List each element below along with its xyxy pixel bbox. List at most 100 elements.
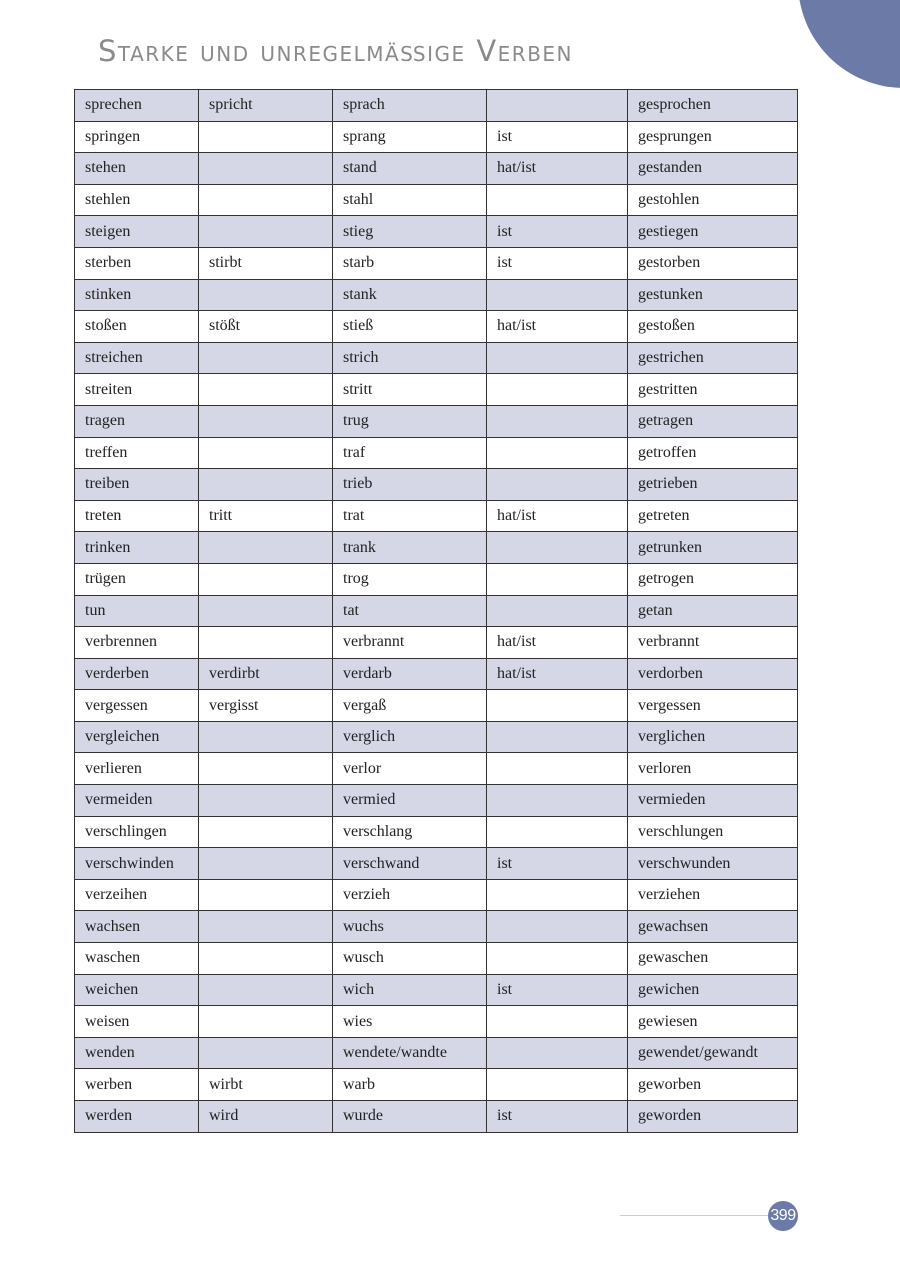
footer-rule <box>620 1215 775 1216</box>
table-row: treffen traf getroffen <box>74 436 798 470</box>
cell-preterite: verlor <box>332 752 487 786</box>
table-row: vergleichen verglich verglichen <box>74 720 798 754</box>
cell-present-3sg <box>198 1005 333 1038</box>
cell-present-3sg <box>198 152 333 185</box>
cell-preterite: starb <box>332 246 487 280</box>
cell-preterite: verdarb <box>332 657 487 691</box>
table-row: verzeihen verzieh verziehen <box>74 878 798 912</box>
verb-table: sprechen spricht sprach gesprochen springen s… <box>74 89 798 1133</box>
cell-auxiliary <box>486 341 628 375</box>
table-row: trinken trank getrunken <box>74 531 798 564</box>
cell-participle: gewaschen <box>627 942 798 975</box>
cell-present-3sg <box>198 531 333 564</box>
cell-participle: verziehen <box>627 878 798 912</box>
cell-auxiliary <box>486 1036 628 1070</box>
cell-present-3sg <box>198 626 333 659</box>
cell-present-3sg <box>198 910 333 944</box>
cell-infinitive: treffen <box>74 436 199 470</box>
cell-auxiliary <box>486 373 628 406</box>
cell-participle: gestunken <box>627 278 798 312</box>
cell-infinitive: treten <box>74 499 199 533</box>
cell-auxiliary <box>486 183 628 217</box>
cell-infinitive: trinken <box>74 531 199 564</box>
table-row: steigen stieg ist gestiegen <box>74 215 798 248</box>
cell-participle: geworden <box>627 1100 798 1133</box>
cell-participle: gestohlen <box>627 183 798 217</box>
cell-participle: verglichen <box>627 720 798 754</box>
cell-participle: getan <box>627 594 798 628</box>
table-row: weisen wies gewiesen <box>74 1005 798 1038</box>
table-row: werden wird wurde ist geworden <box>74 1100 798 1133</box>
cell-infinitive: werben <box>74 1068 199 1101</box>
cell-participle: getrogen <box>627 562 798 596</box>
table-row: vermeiden vermied vermieden <box>74 784 798 817</box>
cell-auxiliary <box>486 562 628 596</box>
cell-preterite: wurde <box>332 1100 487 1133</box>
cell-preterite: stahl <box>332 183 487 217</box>
cell-participle: vermieden <box>627 784 798 817</box>
cell-infinitive: verschwinden <box>74 847 199 880</box>
table-row: sprechen spricht sprach gesprochen <box>74 89 798 122</box>
cell-preterite: verbrannt <box>332 626 487 659</box>
cell-participle: getragen <box>627 404 798 438</box>
cell-preterite: tat <box>332 594 487 628</box>
table-row: wenden wendete/wandte gewendet/gewandt <box>74 1036 798 1070</box>
cell-infinitive: wachsen <box>74 910 199 944</box>
cell-participle: gestritten <box>627 373 798 406</box>
table-row: streichen strich gestrichen <box>74 341 798 375</box>
cell-infinitive: vergessen <box>74 689 199 722</box>
cell-preterite: trug <box>332 404 487 438</box>
table-row: tun tat getan <box>74 594 798 628</box>
cell-auxiliary <box>486 89 628 122</box>
cell-participle: verschlungen <box>627 815 798 849</box>
cell-auxiliary: ist <box>486 973 628 1007</box>
cell-auxiliary <box>486 720 628 754</box>
table-row: verschwinden verschwand ist verschwunden <box>74 847 798 880</box>
cell-present-3sg: vergisst <box>198 689 333 722</box>
cell-present-3sg <box>198 436 333 470</box>
page-title: Starke und unregelmäßige Verben <box>98 34 574 68</box>
cell-auxiliary <box>486 1068 628 1101</box>
cell-infinitive: verschlingen <box>74 815 199 849</box>
cell-preterite: sprang <box>332 120 487 154</box>
cell-present-3sg: tritt <box>198 499 333 533</box>
cell-preterite: wusch <box>332 942 487 975</box>
table-row: stehen stand hat/ist gestanden <box>74 152 798 185</box>
table-row: stoßen stößt stieß hat/ist gestoßen <box>74 310 798 343</box>
cell-present-3sg <box>198 278 333 312</box>
table-row: treten tritt trat hat/ist getreten <box>74 499 798 533</box>
cell-participle: gewiesen <box>627 1005 798 1038</box>
cell-participle: getreten <box>627 499 798 533</box>
cell-preterite: trank <box>332 531 487 564</box>
cell-present-3sg <box>198 404 333 438</box>
page-number: 399 <box>768 1201 798 1231</box>
cell-infinitive: tragen <box>74 404 199 438</box>
cell-preterite: warb <box>332 1068 487 1101</box>
cell-participle: verbrannt <box>627 626 798 659</box>
cell-present-3sg <box>198 183 333 217</box>
cell-participle: getroffen <box>627 436 798 470</box>
cell-preterite: stieg <box>332 215 487 248</box>
cell-participle: getrunken <box>627 531 798 564</box>
cell-participle: geworben <box>627 1068 798 1101</box>
cell-auxiliary: hat/ist <box>486 152 628 185</box>
cell-participle: gestrichen <box>627 341 798 375</box>
cell-infinitive: springen <box>74 120 199 154</box>
cell-preterite: stand <box>332 152 487 185</box>
cell-participle: gesprochen <box>627 89 798 122</box>
cell-auxiliary: ist <box>486 847 628 880</box>
table-row: tragen trug getragen <box>74 404 798 438</box>
cell-auxiliary: hat/ist <box>486 499 628 533</box>
cell-infinitive: weisen <box>74 1005 199 1038</box>
table-row: wachsen wuchs gewachsen <box>74 910 798 944</box>
cell-participle: verdorben <box>627 657 798 691</box>
cell-auxiliary: ist <box>486 1100 628 1133</box>
cell-preterite: verzieh <box>332 878 487 912</box>
cell-participle: gewendet/gewandt <box>627 1036 798 1070</box>
cell-present-3sg <box>198 1036 333 1070</box>
cell-infinitive: stehlen <box>74 183 199 217</box>
cell-preterite: sprach <box>332 89 487 122</box>
table-row: vergessen vergisst vergaß vergessen <box>74 689 798 722</box>
cell-infinitive: streiten <box>74 373 199 406</box>
cell-auxiliary <box>486 878 628 912</box>
